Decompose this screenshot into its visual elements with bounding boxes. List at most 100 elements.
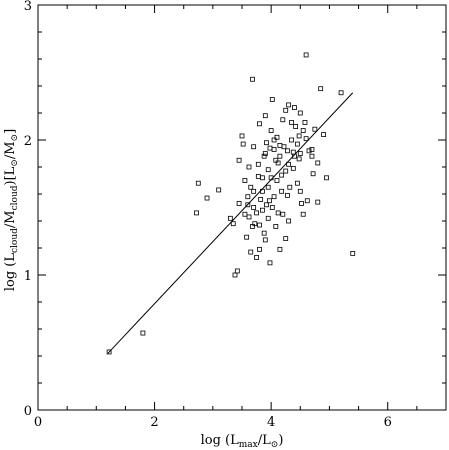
y-tick-label: 2 [24,134,32,149]
tick-labels: 0 2 4 6 0 1 2 3 [24,0,392,430]
data-point [293,124,299,129]
plot-frame [37,4,447,411]
data-point [304,198,310,204]
data-point [262,151,268,156]
data-point [248,184,254,190]
data-point [267,260,273,266]
data-point [232,272,238,278]
data-point [140,330,146,336]
data-point [292,153,297,159]
data-point [265,167,271,173]
data-point [261,230,267,236]
data-point [303,52,309,58]
data-point [296,133,302,139]
x-tick-label: 4 [267,415,275,430]
data-point [254,255,259,260]
data-point [297,188,303,194]
data-point [279,188,285,194]
data-point [310,171,316,177]
data-point [264,140,269,146]
data-point [246,164,252,170]
y-tick-label: 0 [24,404,32,419]
data-point [236,201,242,206]
data-point [194,210,199,216]
data-point [239,133,245,139]
data-point [312,126,318,132]
data-point [250,223,255,229]
data-point [269,205,275,210]
data-point [277,142,283,148]
data-point [300,211,306,217]
data-point [265,215,271,221]
data-point [245,202,251,208]
data-point [321,132,327,138]
data-point [246,214,252,220]
data-point [296,156,302,162]
data-point [309,153,315,159]
y-axis-label: log (Lcloud/Mcloud)[L⊙/M⊙] [3,129,20,291]
data-point [300,128,306,133]
data-point [324,175,329,181]
data-point [280,117,286,123]
data-point [287,184,293,190]
data-point [268,175,274,181]
data-point [195,180,201,186]
data-point [277,246,283,252]
data-point [248,249,254,255]
data-points [106,52,356,355]
y-tick-label: 1 [24,269,32,284]
data-point [262,237,268,243]
data-point [306,148,312,154]
data-point [297,151,303,156]
axis-ticks [37,4,447,411]
data-point [264,202,269,208]
data-point [261,153,267,159]
data-point [267,145,273,151]
data-point [274,178,280,183]
data-point [280,211,286,217]
data-point [285,148,290,154]
data-point [227,215,233,221]
data-point [277,153,283,159]
data-point [289,137,294,143]
x-axis-label: log (Lmax/L⊙) [201,433,284,450]
data-point [245,194,251,200]
data-point [257,246,262,252]
data-point [273,223,279,229]
data-point [297,110,303,116]
data-point [257,222,262,228]
data-point [286,218,292,224]
data-point [290,165,296,171]
data-point [216,187,222,193]
data-point [350,250,356,256]
data-point [240,141,246,147]
data-point [271,194,277,200]
data-point [265,184,271,190]
data-point [283,168,289,174]
data-point [259,188,265,194]
data-point [281,144,287,150]
data-point [255,174,261,179]
data-point [259,207,265,213]
data-point [285,192,290,198]
data-point [286,102,292,108]
data-point [289,120,294,125]
fit-line [107,92,354,354]
data-point [251,144,257,150]
data-point [251,205,257,210]
data-point [244,234,250,240]
data-point [338,90,344,96]
data-point [315,160,321,166]
data-point [303,136,309,142]
data-point [255,161,261,167]
data-point [290,149,296,155]
data-point [259,175,265,181]
data-point [273,157,279,163]
x-tick-label: 2 [150,415,158,430]
y-tick-label: 3 [24,0,32,14]
data-point [242,211,248,217]
data-point [257,121,262,127]
data-point [294,141,300,147]
data-point [250,76,255,82]
